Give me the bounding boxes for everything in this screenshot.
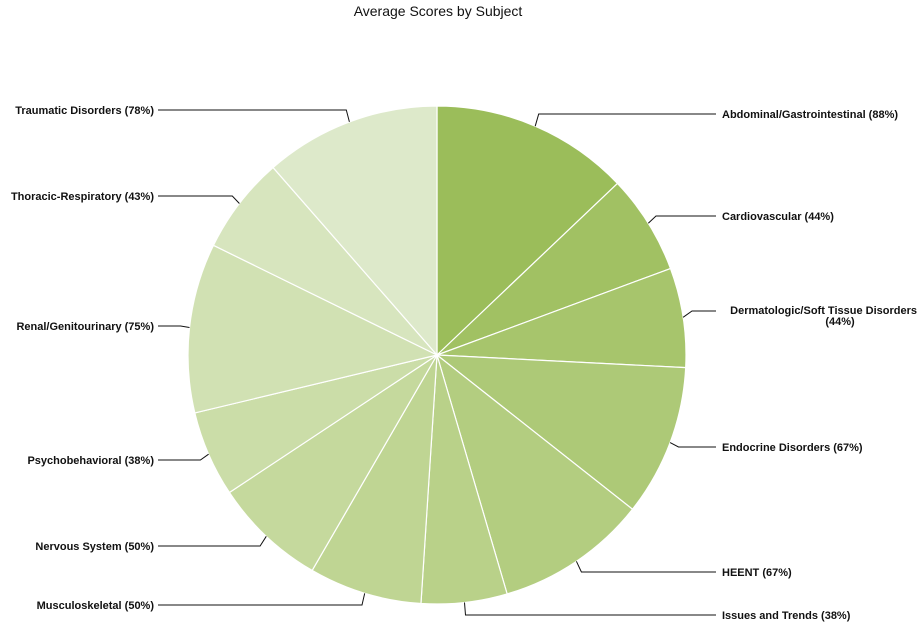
slice-labels: Abdominal/Gastrointestinal (88%) Cardiova… bbox=[11, 105, 917, 622]
slice-label-renal-genitourinary: Renal/Genitourinary (75%) bbox=[16, 321, 154, 333]
slice-label-dermatologic-soft-tissue-disorders: Dermatologic/Soft Tissue Disorders (44%) bbox=[730, 305, 917, 328]
slice-label-heent: HEENT (67%) bbox=[722, 567, 792, 579]
leader-line-thoracic-respiratory bbox=[158, 195, 240, 204]
chart-title: Average Scores by Subject bbox=[354, 3, 523, 19]
pie-slices bbox=[187, 105, 687, 605]
slice-label-nervous-system: Nervous System (50%) bbox=[35, 541, 154, 553]
leader-line-traumatic-disorders bbox=[158, 109, 350, 123]
pie-slice-musculoskeletal bbox=[311, 354, 438, 605]
leader-line-psychobehavioral bbox=[158, 453, 209, 461]
slice-label-issues-and-trends: Issues and Trends (38%) bbox=[722, 610, 851, 622]
leader-line-issues-and-trends bbox=[464, 602, 716, 616]
leader-line-renal-genitourinary bbox=[158, 325, 190, 328]
slice-label-psychobehavioral: Psychobehavioral (38%) bbox=[27, 455, 154, 467]
slice-label-thoracic-respiratory: Thoracic-Respiratory (43%) bbox=[11, 191, 154, 203]
slice-label-musculoskeletal: Musculoskeletal (50%) bbox=[37, 600, 155, 612]
leader-line-dermatologic-soft-tissue-disorders bbox=[682, 310, 716, 318]
leader-line-heent bbox=[575, 561, 716, 573]
slice-label-endocrine-disorders: Endocrine Disorders (67%) bbox=[722, 442, 863, 454]
leader-line-cardiovascular bbox=[647, 215, 716, 224]
slice-label-abdominal-gastrointestinal: Abdominal/Gastrointestinal (88%) bbox=[722, 109, 898, 121]
slice-label-traumatic-disorders: Traumatic Disorders (78%) bbox=[15, 105, 154, 117]
pie-slice-traumatic-disorders bbox=[272, 105, 438, 357]
pie-slice-renal-genitourinary bbox=[187, 244, 439, 414]
leader-lines bbox=[158, 109, 716, 616]
slice-label-cardiovascular: Cardiovascular (44%) bbox=[722, 211, 834, 223]
pie-slice-nervous-system bbox=[228, 354, 438, 572]
pie-slice-endocrine-disorders bbox=[435, 354, 687, 511]
leader-line-endocrine-disorders bbox=[669, 442, 716, 448]
leader-line-nervous-system bbox=[158, 536, 267, 547]
leader-line-musculoskeletal bbox=[158, 593, 366, 606]
leader-line-abdominal-gastrointestinal bbox=[534, 113, 716, 127]
